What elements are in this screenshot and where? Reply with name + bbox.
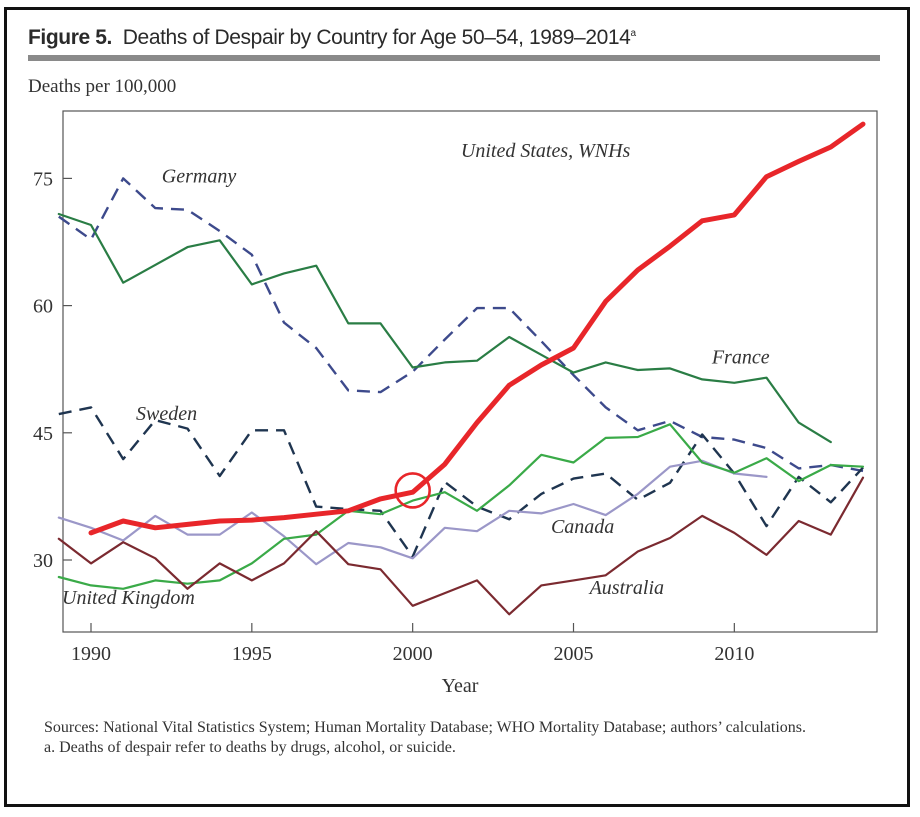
- series-label: Germany: [162, 166, 237, 188]
- series-layer: [57, 121, 866, 616]
- title-rule: [28, 55, 880, 61]
- series-line-canada: [57, 459, 768, 566]
- x-axis: 1990 1995 2000 2005 2010: [71, 623, 754, 665]
- series-label: United States, WNHs: [461, 140, 631, 162]
- series-line-germany: [58, 177, 864, 473]
- y-tick-label: 45: [33, 423, 53, 445]
- x-tick-label: 1990: [71, 643, 111, 665]
- series-labels: United States, WNHs Germany France Sweden Ca…: [62, 140, 770, 609]
- figure-title: Figure 5. Deaths of Despair by Country f…: [28, 26, 636, 50]
- series-line-australia: [57, 476, 865, 616]
- series-label: Australia: [588, 577, 664, 599]
- series-line-united-kingdom: [57, 423, 865, 590]
- series-line-sweden: [58, 406, 864, 558]
- sources-note: Sources: National Vital Statistics Syste…: [44, 719, 806, 736]
- series-line-france: [57, 212, 832, 444]
- y-tick-label: 60: [33, 296, 53, 318]
- figure-footer: Sources: National Vital Statistics Syste…: [28, 718, 886, 758]
- series-label: Canada: [551, 516, 614, 538]
- series-label: Sweden: [136, 403, 197, 425]
- x-tick-label: 2005: [554, 643, 594, 665]
- y-axis-unit-label: Deaths per 100,000: [28, 76, 177, 97]
- figure-title-text: Deaths of Despair by Country for Age 50–…: [122, 26, 631, 49]
- x-tick-label: 1995: [232, 643, 272, 665]
- x-tick-label: 2000: [393, 643, 433, 665]
- y-tick-label: 75: [33, 168, 53, 190]
- title-footnote-marker: a: [630, 28, 636, 39]
- x-tick-label: 2010: [714, 643, 754, 665]
- figure-number: Figure 5.: [28, 26, 112, 49]
- series-label: France: [711, 346, 770, 368]
- x-axis-title: Year: [442, 675, 479, 697]
- series-line-united-states-wnhs: [88, 121, 866, 536]
- y-axis: 30 45 60 75: [33, 168, 72, 572]
- highlight-circle: [394, 472, 431, 509]
- plot-area: [62, 110, 878, 633]
- annotations: [394, 472, 431, 509]
- y-tick-label: 30: [33, 550, 53, 572]
- figure-frame: [4, 7, 910, 807]
- series-label: United Kingdom: [62, 587, 195, 609]
- footnote-a: a. Deaths of despair refer to deaths by …: [44, 739, 456, 756]
